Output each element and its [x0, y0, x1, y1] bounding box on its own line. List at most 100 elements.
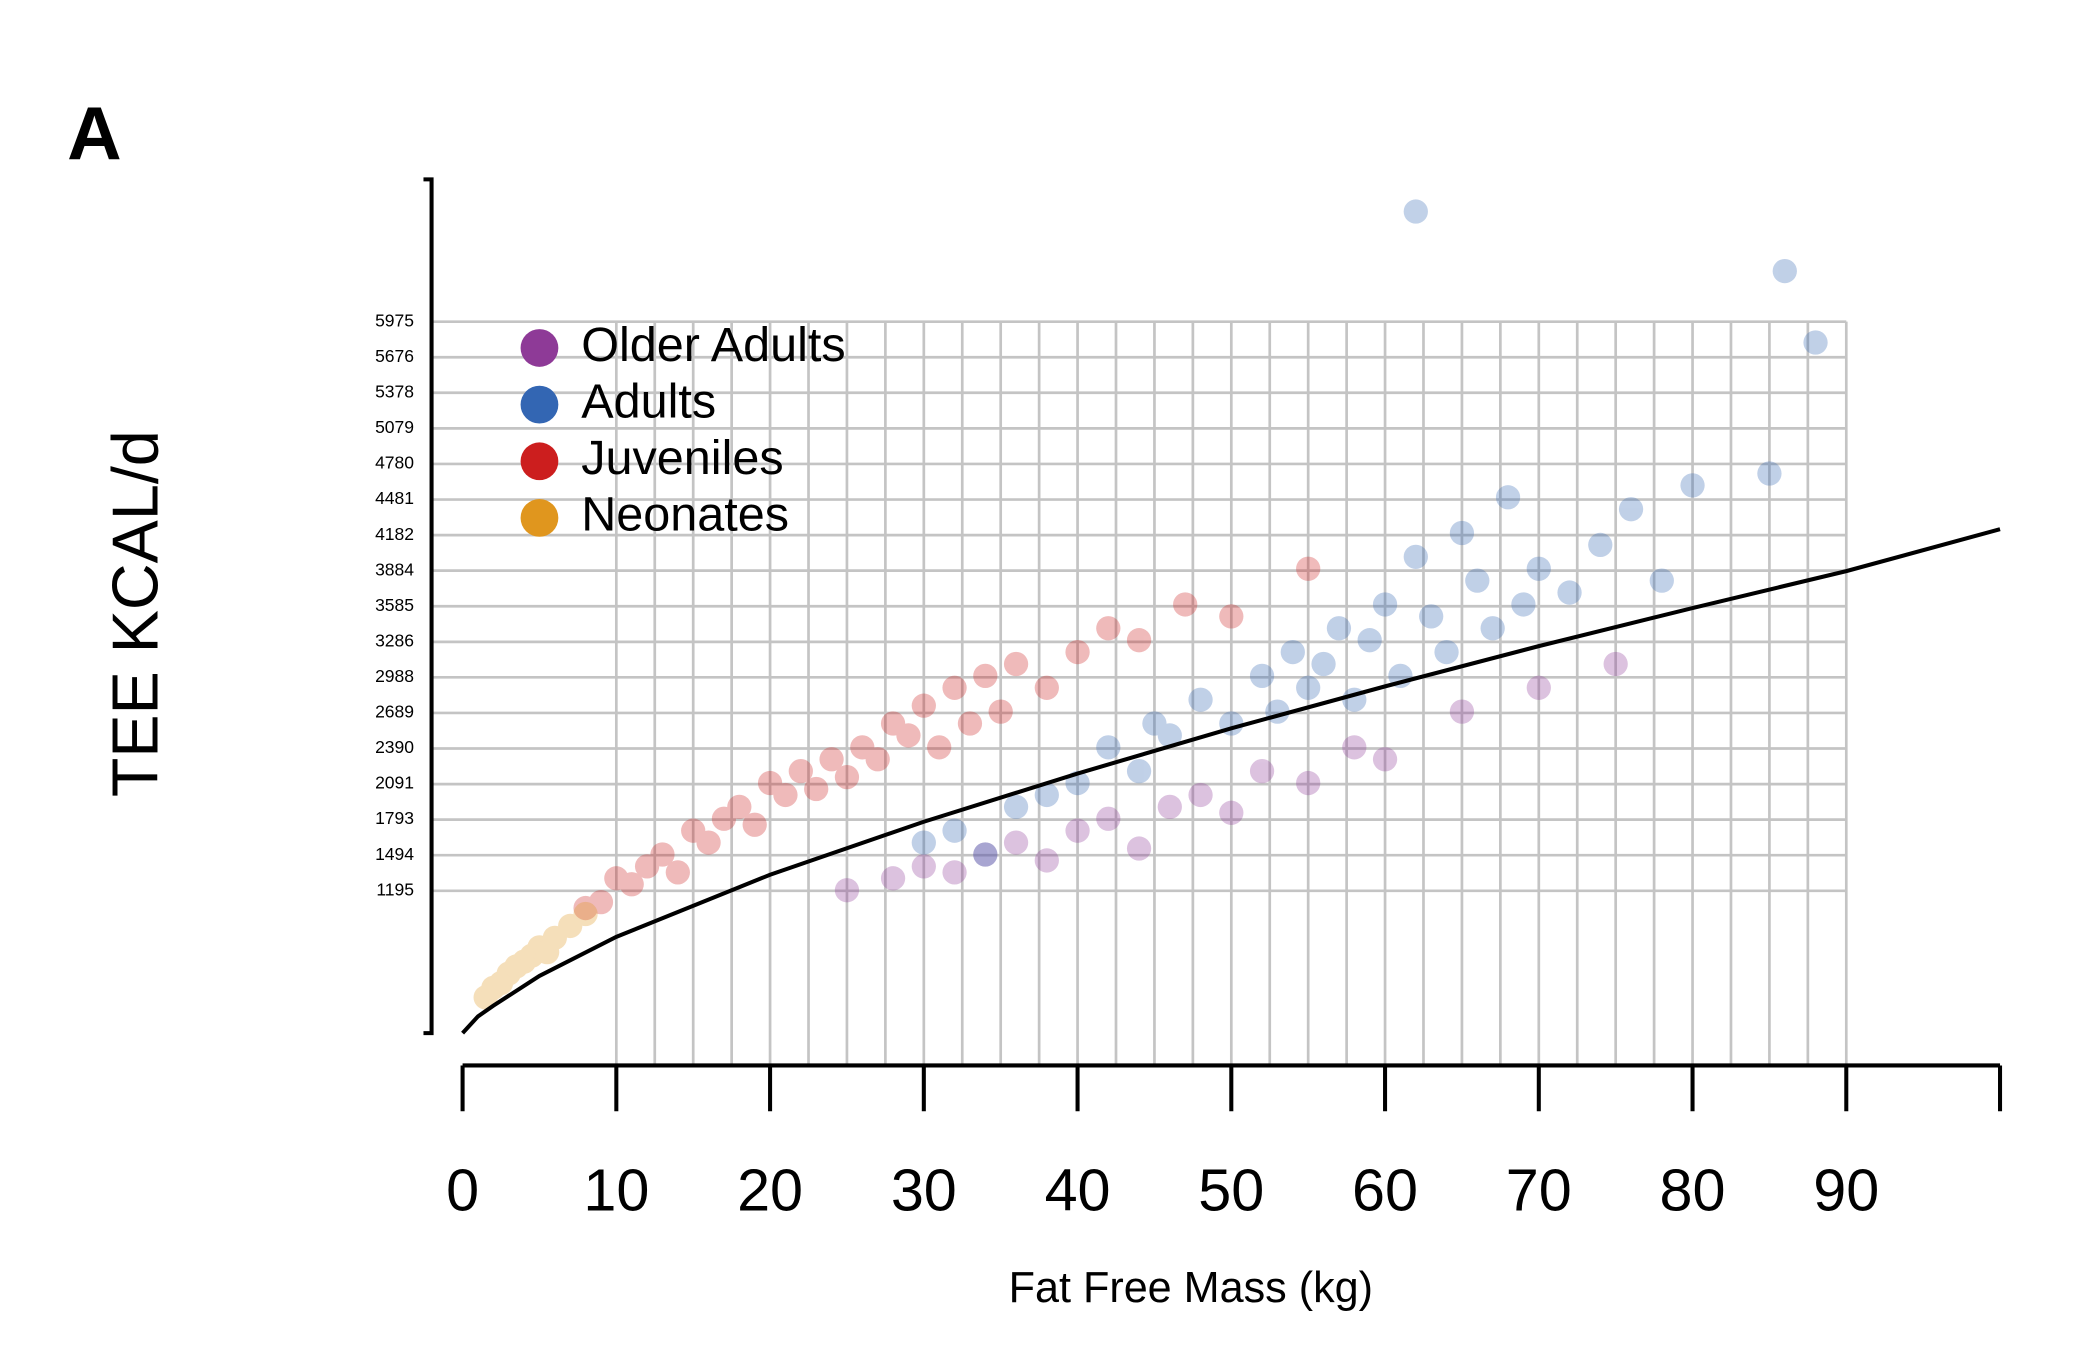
data-point [1465, 568, 1490, 593]
data-point [696, 830, 721, 855]
y-tick-label: 3286 [375, 630, 414, 650]
y-tick-label: 5975 [375, 310, 414, 330]
data-point [1034, 675, 1059, 700]
data-point [1757, 461, 1782, 486]
point-group [834, 651, 1628, 903]
data-point [1449, 520, 1475, 546]
point-group [473, 901, 598, 1010]
data-point [1326, 616, 1352, 641]
legend-marker [520, 499, 559, 537]
data-point [1296, 675, 1321, 700]
data-point [834, 878, 860, 903]
x-tick-label: 80 [1660, 1157, 1726, 1224]
data-point [711, 806, 737, 831]
data-point [1096, 735, 1121, 760]
y-tick-label: 4780 [375, 453, 414, 473]
data-point [1219, 604, 1244, 629]
data-point [1449, 699, 1475, 724]
data-point [558, 913, 583, 939]
data-point [1142, 711, 1167, 736]
y-tick-label: 5079 [375, 417, 414, 437]
data-point [1603, 651, 1628, 677]
y-tick-label: 1195 [376, 879, 414, 899]
data-point [1003, 651, 1029, 677]
data-point [1803, 330, 1828, 355]
x-tick-label: 60 [1352, 1157, 1418, 1224]
data-point [988, 699, 1013, 724]
data-point [880, 711, 906, 736]
data-point [1249, 663, 1275, 689]
x-tick-label: 40 [1045, 1157, 1111, 1224]
data-point [1403, 544, 1428, 569]
x-tick-label: 30 [891, 1157, 957, 1224]
y-tick-label: 2091 [375, 773, 414, 793]
data-point [1065, 818, 1090, 843]
data-point [573, 901, 598, 927]
x-tick-label: 90 [1813, 1157, 1879, 1224]
data-point [488, 970, 514, 996]
data-point [1372, 747, 1398, 772]
legend-label: Neonates [581, 488, 789, 542]
data-point [1495, 485, 1521, 510]
data-point [665, 860, 690, 885]
data-point [973, 842, 998, 867]
data-point [650, 842, 675, 867]
data-point [727, 794, 752, 820]
data-point [773, 782, 798, 808]
y-tick-label: 5378 [375, 381, 414, 401]
y-tick-label: 2988 [375, 666, 414, 686]
data-point [511, 949, 537, 974]
data-point [757, 770, 783, 796]
data-point [1003, 794, 1029, 820]
legend-marker [520, 329, 559, 367]
data-point [519, 943, 544, 968]
data-point [834, 764, 860, 790]
data-point [1096, 806, 1121, 831]
legend-label: Adults [581, 374, 716, 428]
x-axis-label: Fat Free Mass (kg) [1009, 1264, 1373, 1312]
data-point [504, 954, 529, 979]
y-axis-label: TEE KCAL/d [98, 430, 171, 797]
data-point [681, 818, 706, 843]
data-point [1280, 639, 1305, 665]
data-point [742, 812, 767, 837]
data-point [1511, 592, 1536, 617]
data-point [1173, 592, 1198, 617]
data-point [911, 830, 936, 855]
point-group [911, 199, 1828, 867]
data-point [473, 985, 498, 1010]
x-tick-label: 50 [1198, 1157, 1264, 1224]
data-point [1096, 616, 1121, 641]
y-tick-label: 2689 [375, 702, 414, 722]
data-point [896, 723, 921, 748]
data-point [1526, 556, 1551, 581]
y-tick-label: 3884 [375, 559, 414, 579]
data-point [573, 895, 598, 921]
data-point [911, 854, 936, 879]
data-point [1003, 830, 1029, 855]
data-point [865, 747, 890, 772]
legend-marker [520, 442, 559, 481]
data-point [1126, 836, 1152, 861]
data-point [804, 776, 829, 802]
y-tick-label: 3585 [375, 595, 414, 615]
data-point [542, 925, 567, 950]
data-point [1772, 258, 1797, 284]
data-point [1249, 759, 1275, 784]
data-point [1034, 782, 1059, 808]
fit-line [461, 527, 2001, 1035]
panel-label: A [67, 92, 122, 176]
data-point [527, 935, 552, 960]
data-point [588, 889, 614, 915]
x-tick-label: 0 [446, 1157, 479, 1224]
data-point [619, 872, 644, 897]
y-tick-label: 1793 [375, 808, 414, 828]
data-point [1157, 794, 1182, 820]
data-point [1296, 770, 1321, 796]
x-tick-label: 10 [583, 1157, 649, 1224]
data-point [1480, 616, 1505, 641]
data-point [819, 747, 844, 772]
data-point [481, 975, 506, 1000]
data-point [788, 759, 813, 784]
